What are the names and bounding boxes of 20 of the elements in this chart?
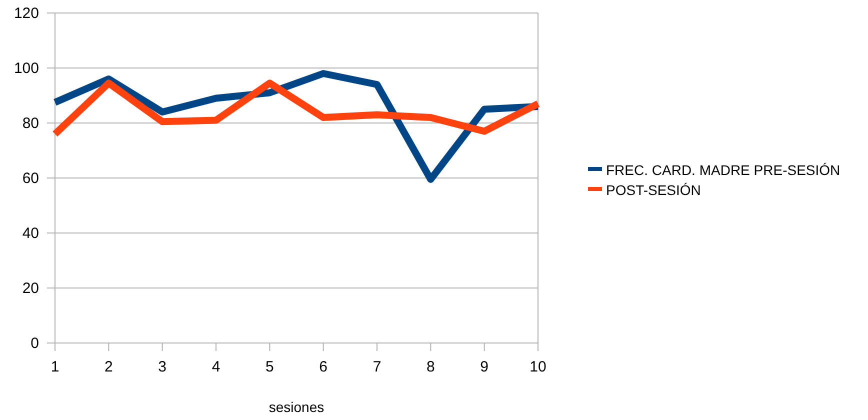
x-tick-label: 8 — [426, 358, 435, 376]
x-tick-label: 10 — [530, 358, 546, 376]
legend-label: FREC. CARD. MADRE PRE-SESIÓN — [606, 162, 840, 178]
x-tick-label: 5 — [265, 358, 274, 376]
legend-label: POST-SESIÓN — [606, 182, 701, 198]
y-tick-label: 60 — [22, 170, 39, 187]
x-tick-label: 1 — [50, 358, 60, 376]
y-tick-label: 20 — [22, 280, 39, 297]
x-axis-title: sesiones — [268, 399, 324, 415]
x-tick-label: 3 — [158, 358, 167, 376]
y-tick-label: 120 — [14, 4, 39, 22]
y-tick-label: 40 — [22, 224, 39, 242]
x-tick-label: 2 — [104, 358, 113, 376]
y-tick-label: 100 — [14, 60, 39, 77]
y-tick-label: 80 — [22, 114, 39, 132]
x-tick-label: 4 — [212, 358, 220, 376]
x-tick-label: 9 — [480, 358, 489, 376]
x-tick-label: 6 — [319, 358, 328, 376]
y-tick-label: 0 — [30, 334, 39, 352]
x-tick-label: 7 — [372, 358, 382, 376]
